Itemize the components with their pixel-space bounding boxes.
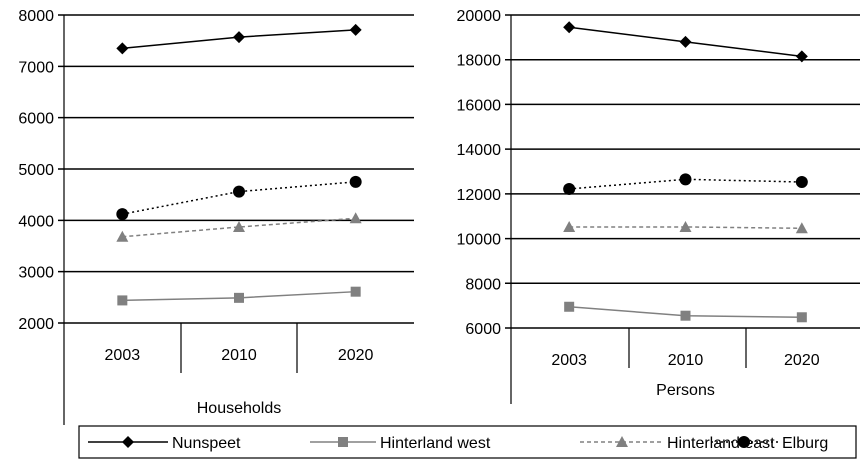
- x-tick-label: 2003: [551, 352, 587, 369]
- y-tick-label: 4000: [18, 213, 54, 230]
- y-tick-label: 10000: [457, 232, 502, 249]
- y-tick-label: 18000: [457, 53, 502, 70]
- data-point-diamond: [349, 23, 362, 36]
- y-tick-label: 6000: [465, 321, 501, 338]
- series-nunspeet: [563, 21, 808, 63]
- x-tick-label: 2020: [784, 352, 820, 369]
- data-point-circle: [349, 175, 362, 188]
- data-point-diamond: [795, 50, 808, 63]
- data-point-square: [117, 295, 128, 306]
- data-point-square: [350, 286, 361, 297]
- y-tick-label: 8000: [465, 276, 501, 293]
- y-tick-label: 6000: [18, 111, 54, 128]
- series-nunspeet: [116, 23, 362, 55]
- data-point-triangle: [795, 222, 808, 234]
- legend-marker-diamond: [122, 436, 134, 448]
- series-hinterland-west: [564, 301, 807, 323]
- legend-label: Nunspeet: [172, 435, 241, 452]
- data-point-square: [564, 301, 575, 312]
- y-tick-label: 8000: [18, 8, 54, 25]
- x-tick-label: 2003: [105, 347, 141, 364]
- households-chart: 8000 7000 6000 5000 4000 3000 2000 2003 2010 2020…: [18, 8, 414, 425]
- x-tick-label: 2010: [668, 352, 704, 369]
- legend-marker-triangle: [616, 436, 628, 447]
- legend-label: Hinterland east: [667, 435, 775, 452]
- legend-marker-circle: [738, 436, 750, 448]
- y-tick-label: 3000: [18, 265, 54, 282]
- data-point-circle: [233, 185, 245, 198]
- data-point-triangle: [679, 220, 692, 232]
- data-point-triangle: [233, 221, 245, 233]
- x-tick-label: 2010: [221, 347, 257, 364]
- data-point-diamond: [116, 42, 129, 55]
- y-tick-label: 5000: [18, 162, 54, 179]
- data-point-circle: [116, 208, 129, 221]
- legend: Nunspeet Hinterland west Hinterland east El…: [78, 425, 857, 459]
- y-tick-label: 14000: [457, 142, 502, 159]
- legend-marker-square: [338, 437, 348, 447]
- data-point-circle: [795, 176, 808, 189]
- x-axis-label: Households: [197, 400, 282, 417]
- series-hinterland-west: [117, 286, 361, 306]
- data-point-square: [234, 292, 244, 303]
- series-hinterland-east: [116, 212, 362, 242]
- x-axis-label: Persons: [656, 382, 715, 399]
- y-tick-label: 12000: [457, 187, 502, 204]
- data-point-triangle: [563, 220, 576, 232]
- series-elburg: [116, 175, 362, 221]
- y-tick-label: 2000: [18, 316, 54, 333]
- series-elburg: [563, 173, 808, 195]
- y-tick-label: 7000: [18, 59, 54, 76]
- legend-item-hinterland-west: Hinterland west: [310, 435, 491, 452]
- data-point-triangle: [116, 230, 129, 242]
- data-point-circle: [563, 182, 576, 195]
- data-point-diamond: [563, 21, 576, 34]
- y-tick-label: 16000: [457, 97, 502, 114]
- legend-item-nunspeet: Nunspeet: [88, 435, 241, 452]
- data-point-diamond: [233, 31, 245, 44]
- series-hinterland-east: [563, 220, 808, 234]
- legend-label: Hinterland west: [380, 435, 491, 452]
- series-line: [122, 181, 356, 215]
- data-point-triangle: [349, 212, 362, 224]
- x-tick-label: 2020: [338, 347, 374, 364]
- legend-label: Elburg: [782, 435, 828, 452]
- data-point-circle: [679, 173, 692, 186]
- data-point-diamond: [679, 35, 692, 48]
- data-point-square: [796, 312, 807, 323]
- data-point-square: [680, 310, 691, 321]
- y-tick-label: 20000: [457, 8, 502, 25]
- series-line: [569, 226, 802, 230]
- legend-item-elburg: Elburg: [711, 435, 828, 452]
- persons-chart: 20000 18000 16000 14000 12000 10000 8000 6000 20…: [457, 8, 860, 404]
